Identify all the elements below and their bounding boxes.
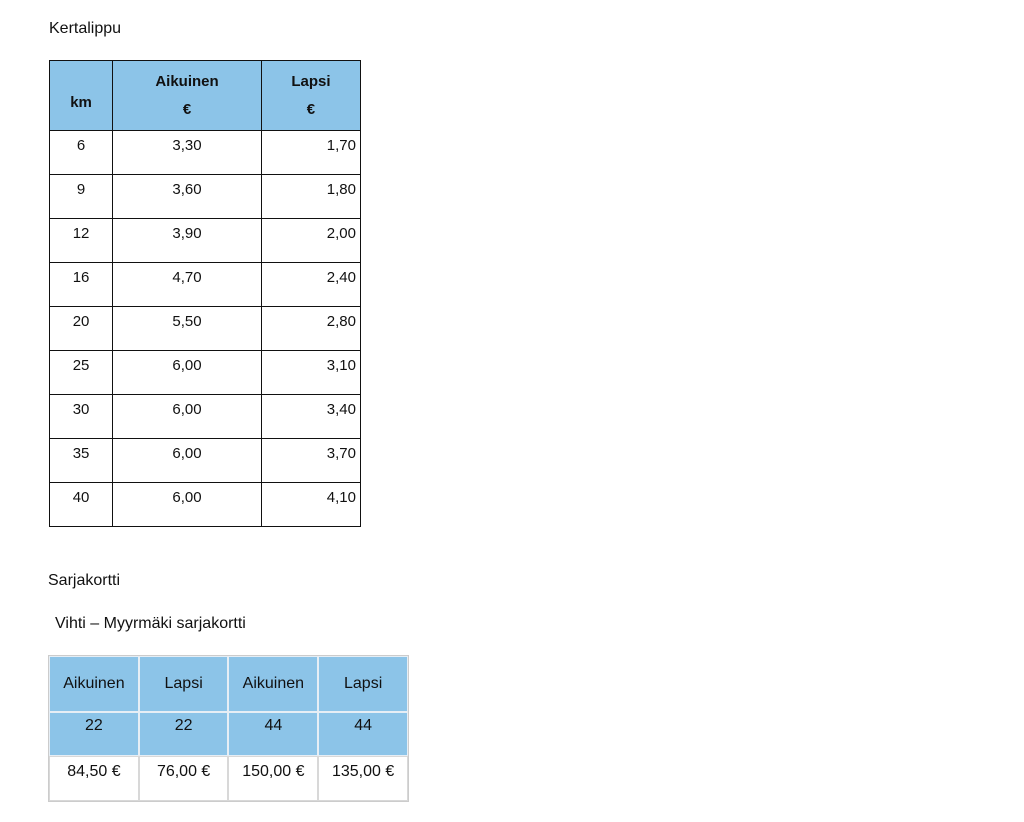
table-cell: 22	[49, 712, 139, 756]
table-cell: 6,00	[112, 482, 262, 527]
table-cell: 6	[48, 130, 114, 175]
header-text: €	[306, 100, 316, 118]
table-cell: 30	[48, 394, 114, 439]
table-cell: 3,10	[260, 350, 362, 395]
header-text: Lapsi	[291, 72, 331, 90]
table-cell: 22	[138, 712, 229, 756]
series-ticket-table: Aikuinen Lapsi Aikuinen Lapsi 22 22 44 44 84,5…	[48, 655, 409, 802]
table-cell: 3,70	[260, 438, 362, 483]
table-cell: 76,00 €	[138, 756, 229, 801]
table-row: 40 6,00 4,10	[48, 482, 362, 527]
table-cell: 40	[48, 482, 114, 527]
table-cell: 1,80	[260, 174, 362, 219]
table-cell: 35	[48, 438, 114, 483]
header-text: Aikuinen	[155, 72, 219, 90]
column-header: Lapsi €	[260, 60, 362, 131]
table-row: Aikuinen Lapsi Aikuinen Lapsi	[49, 656, 408, 712]
table-row: 12 3,90 2,00	[48, 218, 362, 263]
header-text: km	[70, 93, 92, 111]
table-cell: Lapsi	[318, 656, 408, 712]
table-cell: 16	[48, 262, 114, 307]
table-cell: 2,40	[260, 262, 362, 307]
table-cell: 4,10	[260, 482, 362, 527]
column-header: Aikuinen €	[112, 60, 262, 131]
table-cell: 9	[48, 174, 114, 219]
table-row: 20 5,50 2,80	[48, 306, 362, 351]
header-text: €	[182, 100, 192, 118]
table-cell: 84,50 €	[49, 756, 139, 801]
sarjakortti-title: Sarjakortti	[48, 572, 121, 589]
table-cell: 1,70	[260, 130, 362, 175]
table-row: 30 6,00 3,40	[48, 394, 362, 439]
table-cell: 44	[318, 712, 408, 756]
table-row: 6 3,30 1,70	[48, 130, 362, 175]
table-cell: 6,00	[112, 350, 262, 395]
table-row: 25 6,00 3,10	[48, 350, 362, 395]
column-header: km	[48, 60, 114, 131]
table-cell: 2,80	[260, 306, 362, 351]
table-cell: 12	[48, 218, 114, 263]
table-row: 22 22 44 44	[49, 712, 408, 756]
table-cell: Lapsi	[138, 656, 229, 712]
sarjakortti-subtitle: Vihti – Myyrmäki sarjakortti	[55, 615, 246, 632]
table-cell: 4,70	[112, 262, 262, 307]
table-cell: 6,00	[112, 394, 262, 439]
kertalippu-title: Kertalippu	[49, 20, 122, 37]
table-cell: 3,30	[112, 130, 262, 175]
table-cell: Aikuinen	[228, 656, 319, 712]
table-row: 9 3,60 1,80	[48, 174, 362, 219]
table-cell: 3,90	[112, 218, 262, 263]
table-cell: 3,40	[260, 394, 362, 439]
table-row: 16 4,70 2,40	[48, 262, 362, 307]
single-ticket-table: km Aikuinen € Lapsi € 6 3,30 1,70 9 3,60 1,80 12 3,…	[48, 60, 362, 527]
table-cell: 44	[228, 712, 319, 756]
table-cell: Aikuinen	[49, 656, 139, 712]
table-cell: 25	[48, 350, 114, 395]
table-cell: 3,60	[112, 174, 262, 219]
table-cell: 150,00 €	[228, 756, 319, 801]
table-cell: 6,00	[112, 438, 262, 483]
table-cell: 20	[48, 306, 114, 351]
table-cell: 5,50	[112, 306, 262, 351]
table-cell: 2,00	[260, 218, 362, 263]
table-row: 35 6,00 3,70	[48, 438, 362, 483]
table-row: 84,50 €76,00 €150,00 €135,00 €	[49, 756, 408, 801]
table-cell: 135,00 €	[318, 756, 408, 801]
